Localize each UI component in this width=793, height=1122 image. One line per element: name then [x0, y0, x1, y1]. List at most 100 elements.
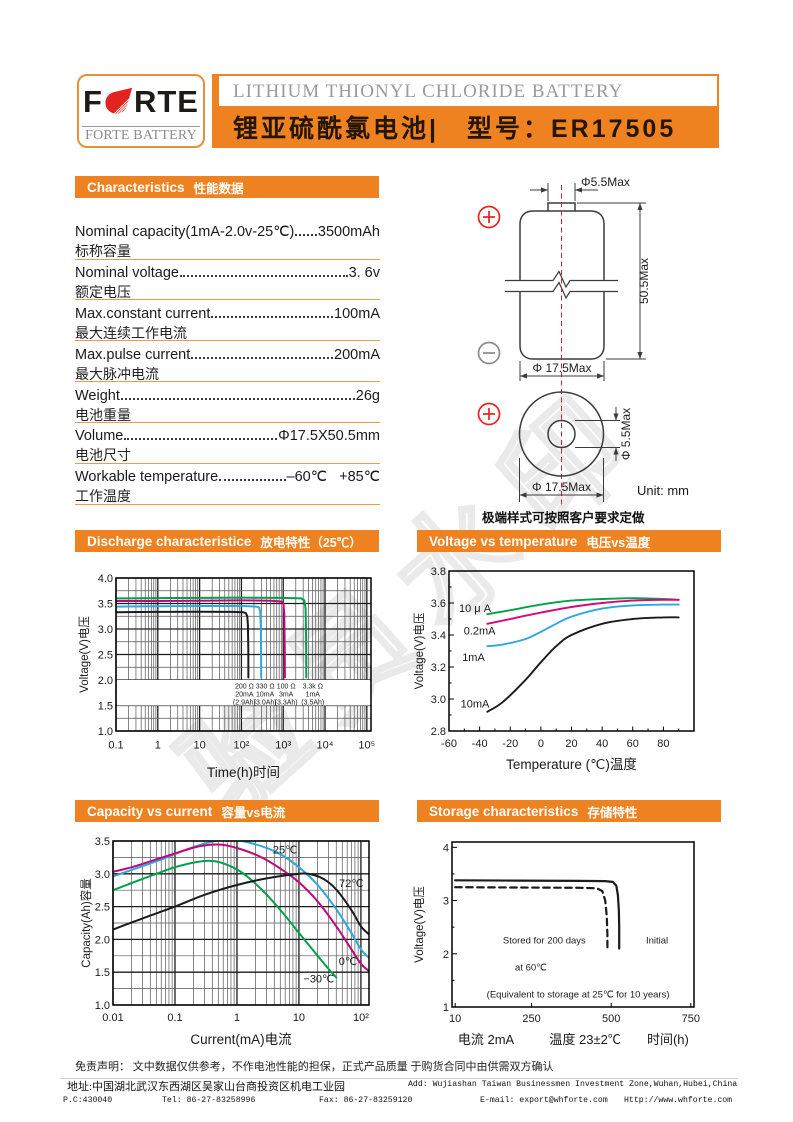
svg-text:20mA: 20mA [235, 692, 254, 699]
dim-cap-label: Φ5.5Max [581, 175, 630, 189]
storage-chart: Stored for 200 days at 60℃ Initial (Equival… [413, 841, 700, 1047]
svg-text:(3.3Ah): (3.3Ah) [275, 700, 298, 707]
characteristics-section-header: Characteristics 性能数据 [75, 176, 379, 198]
svg-text:电流 2mA: 电流 2mA [458, 1032, 515, 1047]
spec-label-en: Nominal capacity(1mA-2.0v-25℃) [75, 224, 295, 240]
svg-text:2.0: 2.0 [98, 675, 113, 687]
svg-text:(3.5Ah): (3.5Ah) [301, 700, 324, 707]
capacity-title-cn: 容量vs电流 [221, 805, 286, 820]
series-0℃ [113, 843, 369, 972]
capacity-vs-current-chart: 25℃ 72℃ 0℃ −30℃ 0.01 0.1 1 10 10² 1.0 1.5 2.0 2.5 3.0… [79, 836, 370, 1047]
dim-bottom-label: Φ 17.5Max [532, 480, 591, 494]
forte-logo-letter-f: F [83, 84, 103, 119]
series--30℃ [113, 859, 338, 979]
unit-label: Unit: mm [637, 483, 689, 498]
svg-text:3.5: 3.5 [95, 836, 110, 848]
spec-dots-leader [120, 397, 355, 400]
svg-text:3.0: 3.0 [431, 694, 446, 706]
svg-text:1: 1 [234, 1012, 240, 1024]
svg-text:0℃: 0℃ [339, 956, 357, 968]
footer-address-cn: 地址:中国湖北武汉东西湖区吴家山台商投资区机电工业园 [67, 1081, 346, 1093]
svg-text:750: 750 [682, 1013, 700, 1025]
spec-dots-leader [179, 274, 348, 277]
dim-hole-label: Φ 5.5Max [619, 408, 633, 460]
svg-text:200 Ω: 200 Ω [235, 684, 254, 691]
plus-terminal-bottom-icon [477, 402, 501, 426]
svg-text:10: 10 [293, 1012, 305, 1024]
spec-row: Nominal voltage 3. 6v 额定电压 [75, 265, 380, 306]
forte-logo-brand: F RTE [79, 81, 203, 123]
footer-contact-item: Tel: 86-27-83258996 [162, 1096, 256, 1105]
svg-text:1.5: 1.5 [95, 967, 110, 979]
svg-text:1.5: 1.5 [98, 701, 113, 713]
svg-text:0: 0 [538, 738, 544, 750]
footer-contact-item: E-mail: export@whforte.com [480, 1096, 608, 1105]
discharge-title-en: Discharge characteristice [87, 533, 252, 549]
svg-text:25℃: 25℃ [273, 845, 298, 857]
spec-row: Weight 26g 电池重量 [75, 388, 380, 429]
svg-text:100 Ω: 100 Ω [277, 684, 296, 691]
vtemp-title-en: Voltage vs temperature [429, 533, 578, 549]
dim-bottom-arrows [519, 492, 604, 498]
svg-text:1.0: 1.0 [98, 726, 113, 738]
spec-label-cn: 工作温度 [75, 490, 131, 506]
discharge-title-cn: 放电特性（25℃） [260, 535, 362, 550]
spec-label-cn: 电池重量 [75, 408, 131, 424]
svg-text:Current(mA)电流: Current(mA)电流 [190, 1032, 292, 1047]
spec-row: Nominal capacity(1mA-2.0v-25℃) 3500mAh 标称容… [75, 224, 380, 265]
spec-label-en: Nominal voltage [75, 264, 179, 281]
page-header: LITHIUM THIONYL CHLORIDE BATTERY 锂亚硫酰氯电池… [212, 74, 719, 148]
series-25℃ [113, 841, 369, 959]
series-20mA-2-9Ah-200- [116, 610, 250, 679]
svg-text:4.0: 4.0 [98, 573, 113, 585]
header-title-en: LITHIUM THIONYL CHLORIDE BATTERY [233, 80, 624, 102]
spec-value: –60℃ +85℃ [286, 469, 380, 486]
svg-text:80: 80 [657, 738, 669, 750]
minus-terminal-icon [477, 341, 501, 365]
characteristics-title-cn: 性能数据 [193, 181, 244, 196]
red-comet-ball-icon [105, 87, 133, 114]
spec-row: Max.pulse current 200mA 最大脉冲电流 [75, 347, 380, 388]
svg-text:3.2: 3.2 [431, 662, 446, 674]
series-Stored-for-200-days-at-60℃ [454, 886, 609, 953]
spec-dots-leader [124, 438, 278, 441]
svg-text:Capacity(Ah)容量: Capacity(Ah)容量 [79, 878, 93, 967]
svg-text:20: 20 [565, 738, 577, 750]
svg-text:Temperature (℃)温度: Temperature (℃)温度 [506, 757, 637, 772]
svg-text:Stored for 200 days: Stored for 200 days [503, 935, 586, 946]
svg-text:250: 250 [522, 1013, 540, 1025]
svg-text:0.2mA: 0.2mA [464, 626, 496, 638]
svg-text:3.4: 3.4 [431, 630, 446, 642]
svg-text:Voltage(V)电压: Voltage(V)电压 [78, 616, 91, 693]
svg-text:−30℃: −30℃ [303, 973, 334, 985]
series-0-2mA [486, 598, 680, 625]
svg-text:10: 10 [193, 740, 205, 752]
svg-text:10⁴: 10⁴ [317, 740, 334, 752]
forte-logo: F RTE FORTE BATTERY [77, 74, 205, 148]
svg-text:2.0: 2.0 [95, 934, 110, 946]
dim-cap-arrows [541, 187, 582, 193]
spec-label-en: Volume [75, 428, 124, 445]
plus-terminal-icon [477, 205, 501, 229]
dim-body-arrows [520, 373, 604, 379]
spec-label-cn: 最大连续工作电流 [75, 326, 187, 342]
svg-text:Time(h)时间: Time(h)时间 [207, 765, 280, 780]
series-1mA [486, 603, 680, 648]
spec-divider [75, 462, 380, 464]
capacity-section-header: Capacity vs current 容量vs电流 [75, 800, 379, 822]
svg-text:Voltage(V)电压: Voltage(V)电压 [413, 613, 426, 690]
series-3mA-3-3Ah-100- [116, 599, 286, 679]
header-orange-bar: 锂亚硫酰氯电池| 型号：ER17505 [212, 106, 717, 148]
svg-text:(2.9Ah): (2.9Ah) [233, 700, 256, 707]
spec-value: 3500mAh [317, 224, 380, 240]
dim-body-lines [519, 361, 605, 381]
spec-dots-leader [211, 315, 334, 318]
spec-row: Volume Φ17.5X50.5mm 电池尺寸 [75, 428, 380, 469]
dim-height-lines [577, 202, 646, 360]
svg-text:1.0: 1.0 [95, 1000, 110, 1012]
vtemp-title-cn: 电压vs温度 [586, 535, 651, 550]
spec-label-cn: 最大脉冲电流 [75, 367, 159, 383]
spec-dots-leader [219, 479, 286, 482]
svg-text:2.8: 2.8 [431, 726, 446, 738]
bottom-view [518, 391, 605, 477]
